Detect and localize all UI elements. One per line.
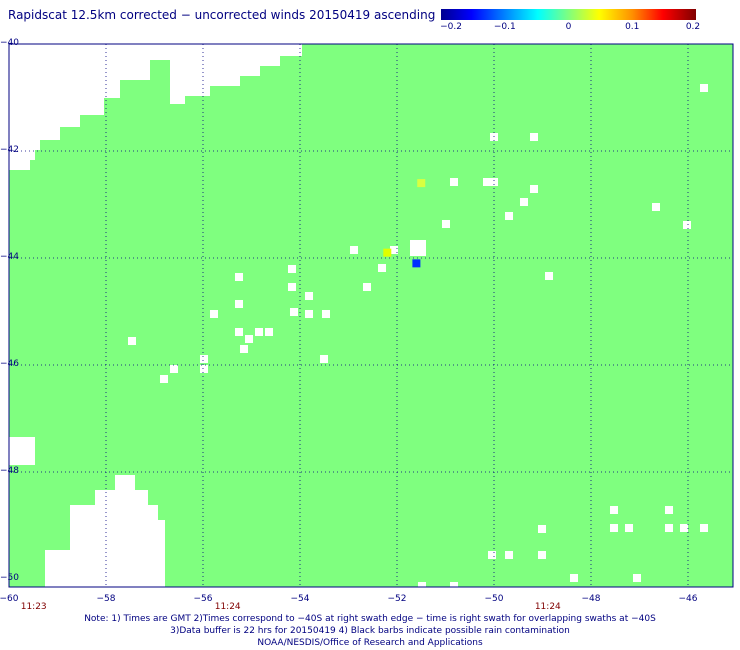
longitude-tick-label: −56 — [193, 594, 213, 604]
latitude-tick-label: −40 — [0, 38, 19, 48]
nodata-cell — [410, 248, 418, 256]
nodata-cell — [665, 524, 673, 532]
nodata-cell — [350, 246, 358, 254]
nodata-cell — [530, 133, 538, 141]
nodata-cell — [683, 221, 691, 229]
nodata-cell — [538, 551, 546, 559]
nodata-cell — [200, 365, 208, 373]
nodata-cell — [665, 506, 673, 514]
nodata-region-top — [150, 44, 302, 104]
nodata-cell — [288, 265, 296, 273]
nodata-cell — [442, 220, 450, 228]
nodata-cell — [363, 283, 371, 291]
longitude-tick-label: −58 — [96, 594, 116, 604]
nodata-cell — [538, 525, 546, 533]
nodata-cell — [170, 365, 178, 373]
latitude-tick-label: −42 — [0, 145, 19, 155]
nodata-cell — [235, 328, 243, 336]
map-title: Rapidscat 12.5km corrected − uncorrected… — [8, 8, 436, 22]
nodata-cell — [378, 264, 386, 272]
longitude-tick-label: −52 — [387, 594, 407, 604]
nodata-cell — [483, 178, 491, 186]
nodata-cell — [235, 273, 243, 281]
swath-time-label: 11:24 — [214, 602, 241, 612]
nodata-cell — [450, 178, 458, 186]
nodata-cell — [490, 178, 498, 186]
nodata-cell — [570, 574, 578, 582]
colorbar — [441, 9, 696, 20]
nodata-cell — [418, 582, 426, 590]
nodata-cell — [530, 185, 538, 193]
nodata-cell — [245, 335, 253, 343]
longitude-tick-label: −46 — [678, 594, 698, 604]
nodata-cell — [290, 308, 298, 316]
longitude-tick-label: −48 — [581, 594, 601, 604]
nodata-cell — [700, 84, 708, 92]
nodata-cell — [610, 506, 618, 514]
swath-time-label: 11:23 — [20, 602, 47, 612]
colorbar-tick-label: 0.2 — [685, 22, 701, 32]
nodata-region-north-edge — [9, 150, 35, 160]
nodata-cell — [410, 240, 418, 248]
nodata-cell — [505, 551, 513, 559]
nodata-cell — [210, 310, 218, 318]
nodata-cell — [235, 300, 243, 308]
latitude-tick-label: −44 — [0, 252, 19, 262]
nodata-cell — [488, 551, 496, 559]
footnote-line-3: NOAA/NESDIS/Office of Research and Appli… — [257, 638, 483, 648]
nodata-cell — [265, 328, 273, 336]
nodata-cell — [288, 283, 296, 291]
nodata-cell — [450, 582, 458, 590]
nodata-cell — [160, 375, 168, 383]
nodata-cell — [520, 198, 528, 206]
nodata-cell — [633, 574, 641, 582]
nodata-cell — [545, 272, 553, 280]
nodata-cell — [305, 310, 313, 318]
nodata-cell — [625, 524, 633, 532]
nodata-cell — [240, 345, 248, 353]
wind-difference-cell — [383, 248, 392, 257]
latitude-tick-label: −50 — [0, 573, 19, 583]
nodata-cell — [505, 212, 513, 220]
map-frame — [8, 43, 734, 588]
latitude-tick-label: −48 — [0, 466, 19, 476]
nodata-cell — [320, 355, 328, 363]
footnote-line-1: Note: 1) Times are GMT 2)Times correspon… — [84, 614, 656, 624]
latitude-tick-label: −46 — [0, 359, 19, 369]
colorbar-tick-label: −0.2 — [440, 22, 462, 32]
nodata-cell — [700, 524, 708, 532]
nodata-cell — [200, 355, 208, 363]
nodata-cell — [680, 524, 688, 532]
longitude-tick-label: −54 — [290, 594, 310, 604]
nodata-cell — [255, 328, 263, 336]
longitude-tick-label: −50 — [484, 594, 504, 604]
footnote-line-2: 3)Data buffer is 22 hrs for 20150419 4) … — [170, 626, 570, 636]
nodata-cell — [390, 246, 398, 254]
nodata-cell — [305, 292, 313, 300]
nodata-cell — [652, 203, 660, 211]
nodata-cell — [128, 337, 136, 345]
nodata-cell — [610, 524, 618, 532]
wind-difference-cell — [417, 179, 426, 188]
nodata-region-south — [45, 475, 165, 587]
swath-time-label: 11:24 — [534, 602, 561, 612]
nodata-cell — [418, 240, 426, 248]
nodata-region-north — [9, 44, 170, 150]
nodata-region-strip — [9, 160, 30, 170]
nodata-cell — [322, 310, 330, 318]
longitude-tick-label: −60 — [0, 594, 19, 604]
colorbar-tick-label: 0 — [565, 22, 572, 32]
nodata-cell — [418, 248, 426, 256]
colorbar-tick-label: −0.1 — [493, 22, 516, 32]
colorbar-tick-label: 0.1 — [625, 22, 640, 32]
nodata-region-west — [9, 437, 35, 465]
wind-difference-cell — [412, 259, 421, 268]
